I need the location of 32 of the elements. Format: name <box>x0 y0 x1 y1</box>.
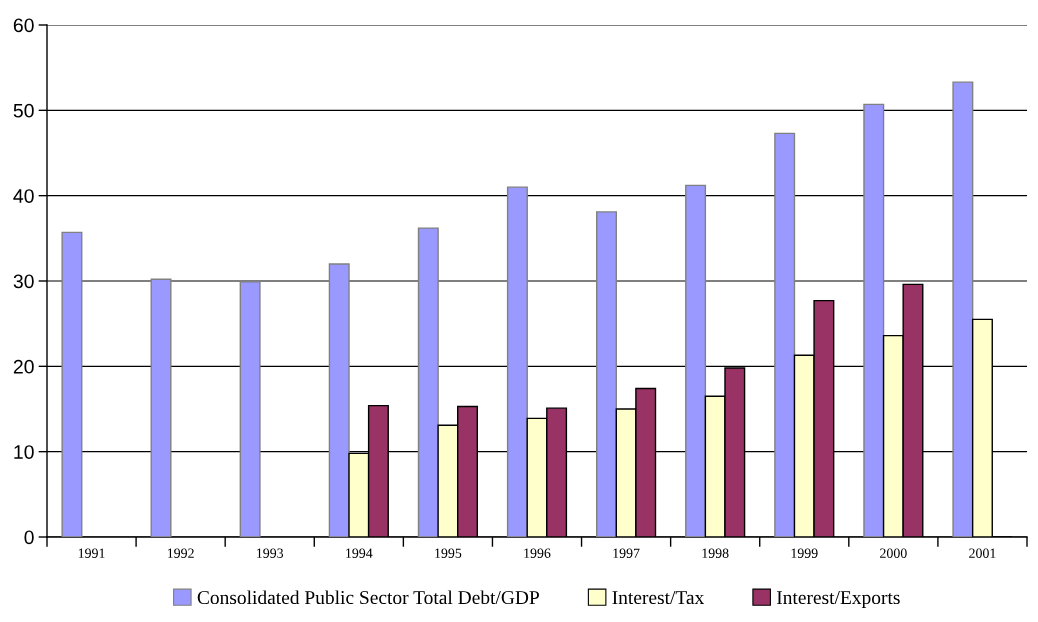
x-tick-label: 1998 <box>702 548 729 558</box>
y-tick-label: 0 <box>24 530 34 545</box>
x-tick-label: 1994 <box>346 548 373 558</box>
y-tick-label: 30 <box>13 274 34 289</box>
bar <box>417 227 439 537</box>
bar <box>328 263 350 537</box>
y-tick-label: 40 <box>13 189 34 203</box>
x-tick-label: 1997 <box>613 548 640 558</box>
bar <box>685 184 707 537</box>
bar <box>61 231 83 537</box>
x-tick-label: 2000 <box>880 548 907 558</box>
x-tick-label: 1991 <box>78 548 105 558</box>
legend-label: Consolidated Public Sector Total Debt/GDP <box>197 590 539 605</box>
x-tick-label: 1999 <box>791 548 818 558</box>
legend-label: Interest/Tax <box>612 591 705 605</box>
bar <box>239 281 261 537</box>
y-tick-label: 20 <box>13 359 34 374</box>
legend-label: Interest/Exports <box>776 591 900 609</box>
bar <box>150 278 172 537</box>
y-tick-label: 50 <box>13 103 34 118</box>
bar <box>506 186 528 537</box>
x-tick-label: 1993 <box>257 548 284 558</box>
y-tick-label: 10 <box>14 445 34 459</box>
x-tick-label: 1996 <box>524 548 551 558</box>
bar <box>863 103 885 537</box>
x-tick-label: 1992 <box>167 548 194 558</box>
bar <box>952 81 974 537</box>
y-tick-label: 60 <box>13 18 34 33</box>
bar <box>774 132 796 537</box>
x-tick-label: 2001 <box>969 548 996 558</box>
x-tick-label: 1995 <box>435 548 462 558</box>
bar <box>595 211 617 537</box>
